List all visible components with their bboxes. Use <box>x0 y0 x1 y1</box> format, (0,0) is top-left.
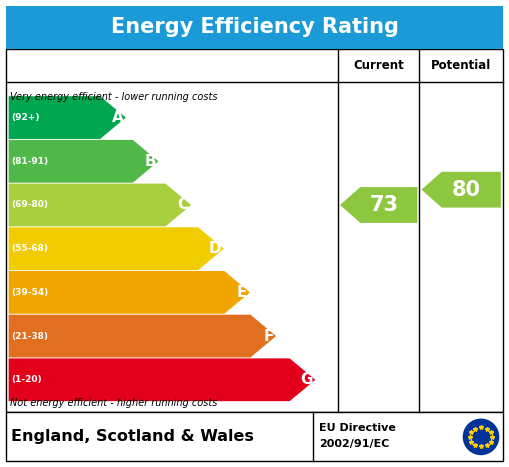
Text: B: B <box>144 154 156 169</box>
Bar <box>6 412 503 461</box>
Text: (55-68): (55-68) <box>12 244 49 253</box>
Bar <box>6 49 503 412</box>
Polygon shape <box>9 96 126 139</box>
Polygon shape <box>9 358 315 401</box>
Text: Energy Efficiency Rating: Energy Efficiency Rating <box>110 17 399 37</box>
Text: 73: 73 <box>370 195 398 215</box>
Text: (1-20): (1-20) <box>12 375 42 384</box>
Text: EU Directive: EU Directive <box>319 424 396 433</box>
Polygon shape <box>9 140 158 183</box>
Text: Current: Current <box>353 59 404 72</box>
Text: England, Scotland & Wales: England, Scotland & Wales <box>11 429 254 445</box>
Text: 80: 80 <box>452 180 481 200</box>
Bar <box>6 6 503 49</box>
Polygon shape <box>9 271 250 314</box>
Text: (39-54): (39-54) <box>12 288 49 297</box>
Text: E: E <box>237 285 247 300</box>
Polygon shape <box>9 227 224 270</box>
Text: D: D <box>209 241 221 256</box>
Polygon shape <box>340 187 417 223</box>
Polygon shape <box>9 315 276 357</box>
Polygon shape <box>421 172 501 208</box>
Text: F: F <box>263 329 273 344</box>
Text: Potential: Potential <box>431 59 491 72</box>
Text: (21-38): (21-38) <box>12 332 49 340</box>
Text: G: G <box>300 372 313 387</box>
Text: (81-91): (81-91) <box>12 157 49 166</box>
Text: (69-80): (69-80) <box>12 200 49 210</box>
Text: Not energy efficient - higher running costs: Not energy efficient - higher running co… <box>10 398 217 408</box>
Polygon shape <box>9 184 191 226</box>
Ellipse shape <box>463 418 499 455</box>
Text: (92+): (92+) <box>12 113 40 122</box>
Text: 2002/91/EC: 2002/91/EC <box>319 439 389 449</box>
Text: C: C <box>178 198 189 212</box>
Text: Very energy efficient - lower running costs: Very energy efficient - lower running co… <box>10 92 218 102</box>
Text: A: A <box>111 110 123 125</box>
